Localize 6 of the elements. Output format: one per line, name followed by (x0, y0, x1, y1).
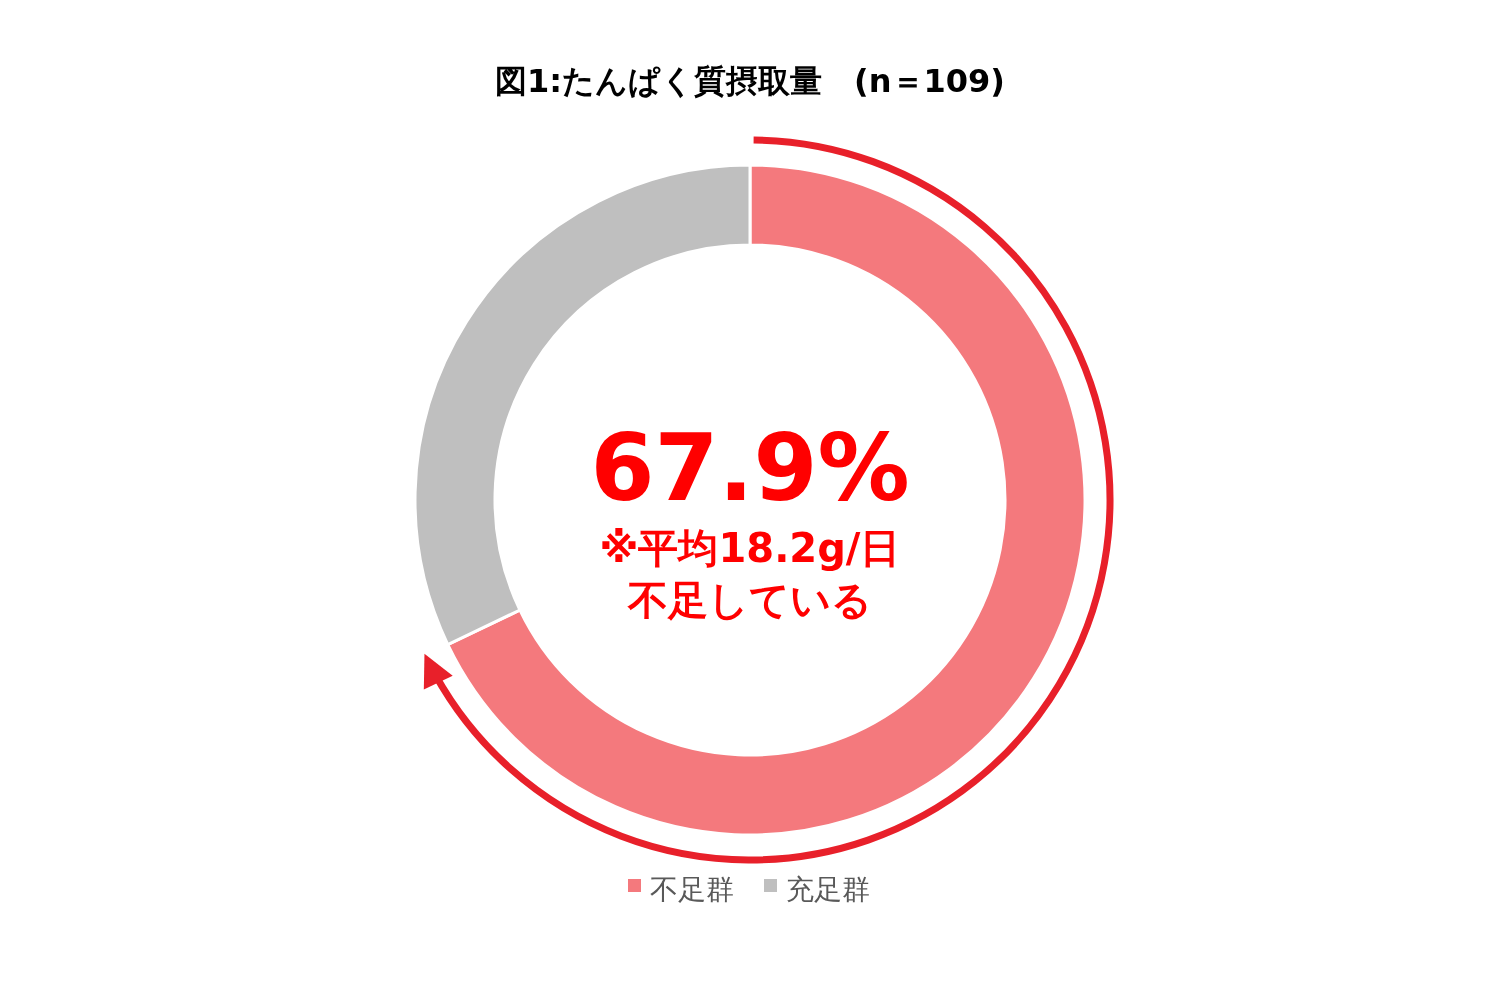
legend-label: 充足群 (786, 873, 870, 906)
chart-title: 図1:たんぱく質摂取量 (n＝109) (495, 62, 1005, 100)
legend-label: 不足群 (650, 873, 734, 906)
text: 不足している (627, 577, 872, 623)
data-label: 67.9% (590, 415, 910, 522)
text: ※平均18.2g/日 (599, 525, 901, 571)
